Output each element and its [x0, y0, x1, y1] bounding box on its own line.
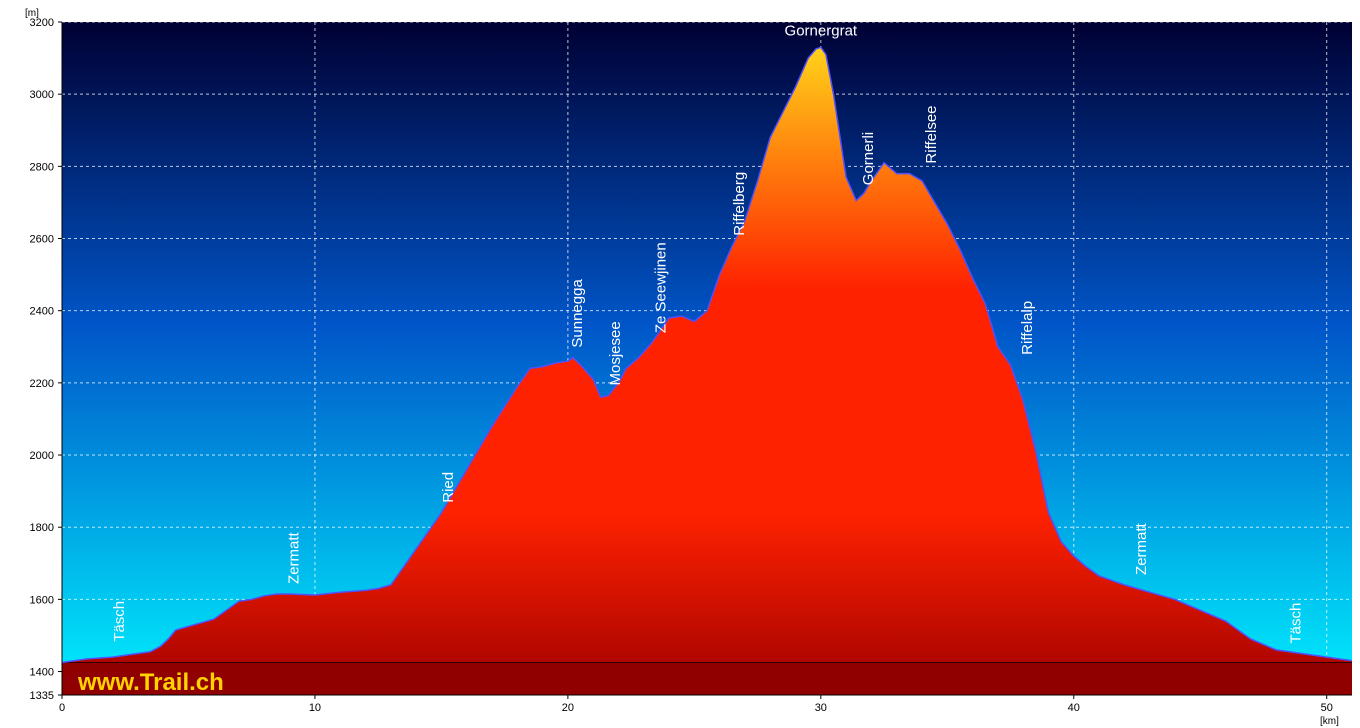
below-baseline-band [62, 662, 1352, 695]
waypoint-label: Riffelsee [923, 105, 940, 163]
waypoint-label: Gornerli [860, 132, 877, 185]
elevation-area [62, 47, 1352, 696]
waypoint-label: Riffelberg [731, 172, 748, 236]
y-axis-unit: [m] [25, 8, 39, 19]
x-axis-unit: [km] [1320, 716, 1339, 727]
x-tick-label: 10 [309, 702, 321, 714]
waypoint-label: Gornergrat [785, 22, 858, 39]
y-tick-label: 1800 [30, 522, 54, 534]
waypoint-label: Zermatt [286, 531, 303, 584]
y-tick-label: 1335 [30, 690, 54, 702]
y-tick-label: 2600 [30, 234, 54, 246]
waypoint-label: Ried [440, 472, 457, 503]
waypoint-label: Zermatt [1133, 522, 1150, 575]
y-tick-label: 3000 [30, 89, 54, 101]
y-tick-label: 1600 [30, 594, 54, 606]
y-tick-label: 3200 [30, 17, 54, 29]
waypoint-label: Ze Seewjinen [652, 242, 669, 333]
y-tick-label: 1400 [30, 667, 54, 679]
waypoint-label: Sunnegga [569, 279, 586, 348]
y-tick-label: 2400 [30, 306, 54, 318]
waypoint-labels: Täsch Zermatt Ried Sunnegga Mosjesee Ze Seewj… [111, 22, 1304, 643]
y-tick-label: 2000 [30, 450, 54, 462]
x-tick-label: 0 [59, 702, 65, 714]
axes: 1335 1400 1600 1800 2000 2200 2400 2600 2800 3000… [30, 17, 1352, 714]
waypoint-label: Riffelalp [1019, 301, 1036, 355]
waypoint-label: Täsch [111, 601, 128, 642]
elevation-outline [61, 46, 1353, 664]
x-tick-label: 30 [815, 702, 827, 714]
waypoint-label: Täsch [1287, 603, 1304, 644]
x-tick-label: 50 [1321, 702, 1333, 714]
x-tick-label: 40 [1068, 702, 1080, 714]
watermark: www.Trail.ch [77, 669, 224, 696]
y-tick-label: 2800 [30, 161, 54, 173]
waypoint-label: Mosjesee [607, 321, 624, 385]
y-tick-label: 2200 [30, 378, 54, 390]
x-tick-label: 20 [562, 702, 574, 714]
